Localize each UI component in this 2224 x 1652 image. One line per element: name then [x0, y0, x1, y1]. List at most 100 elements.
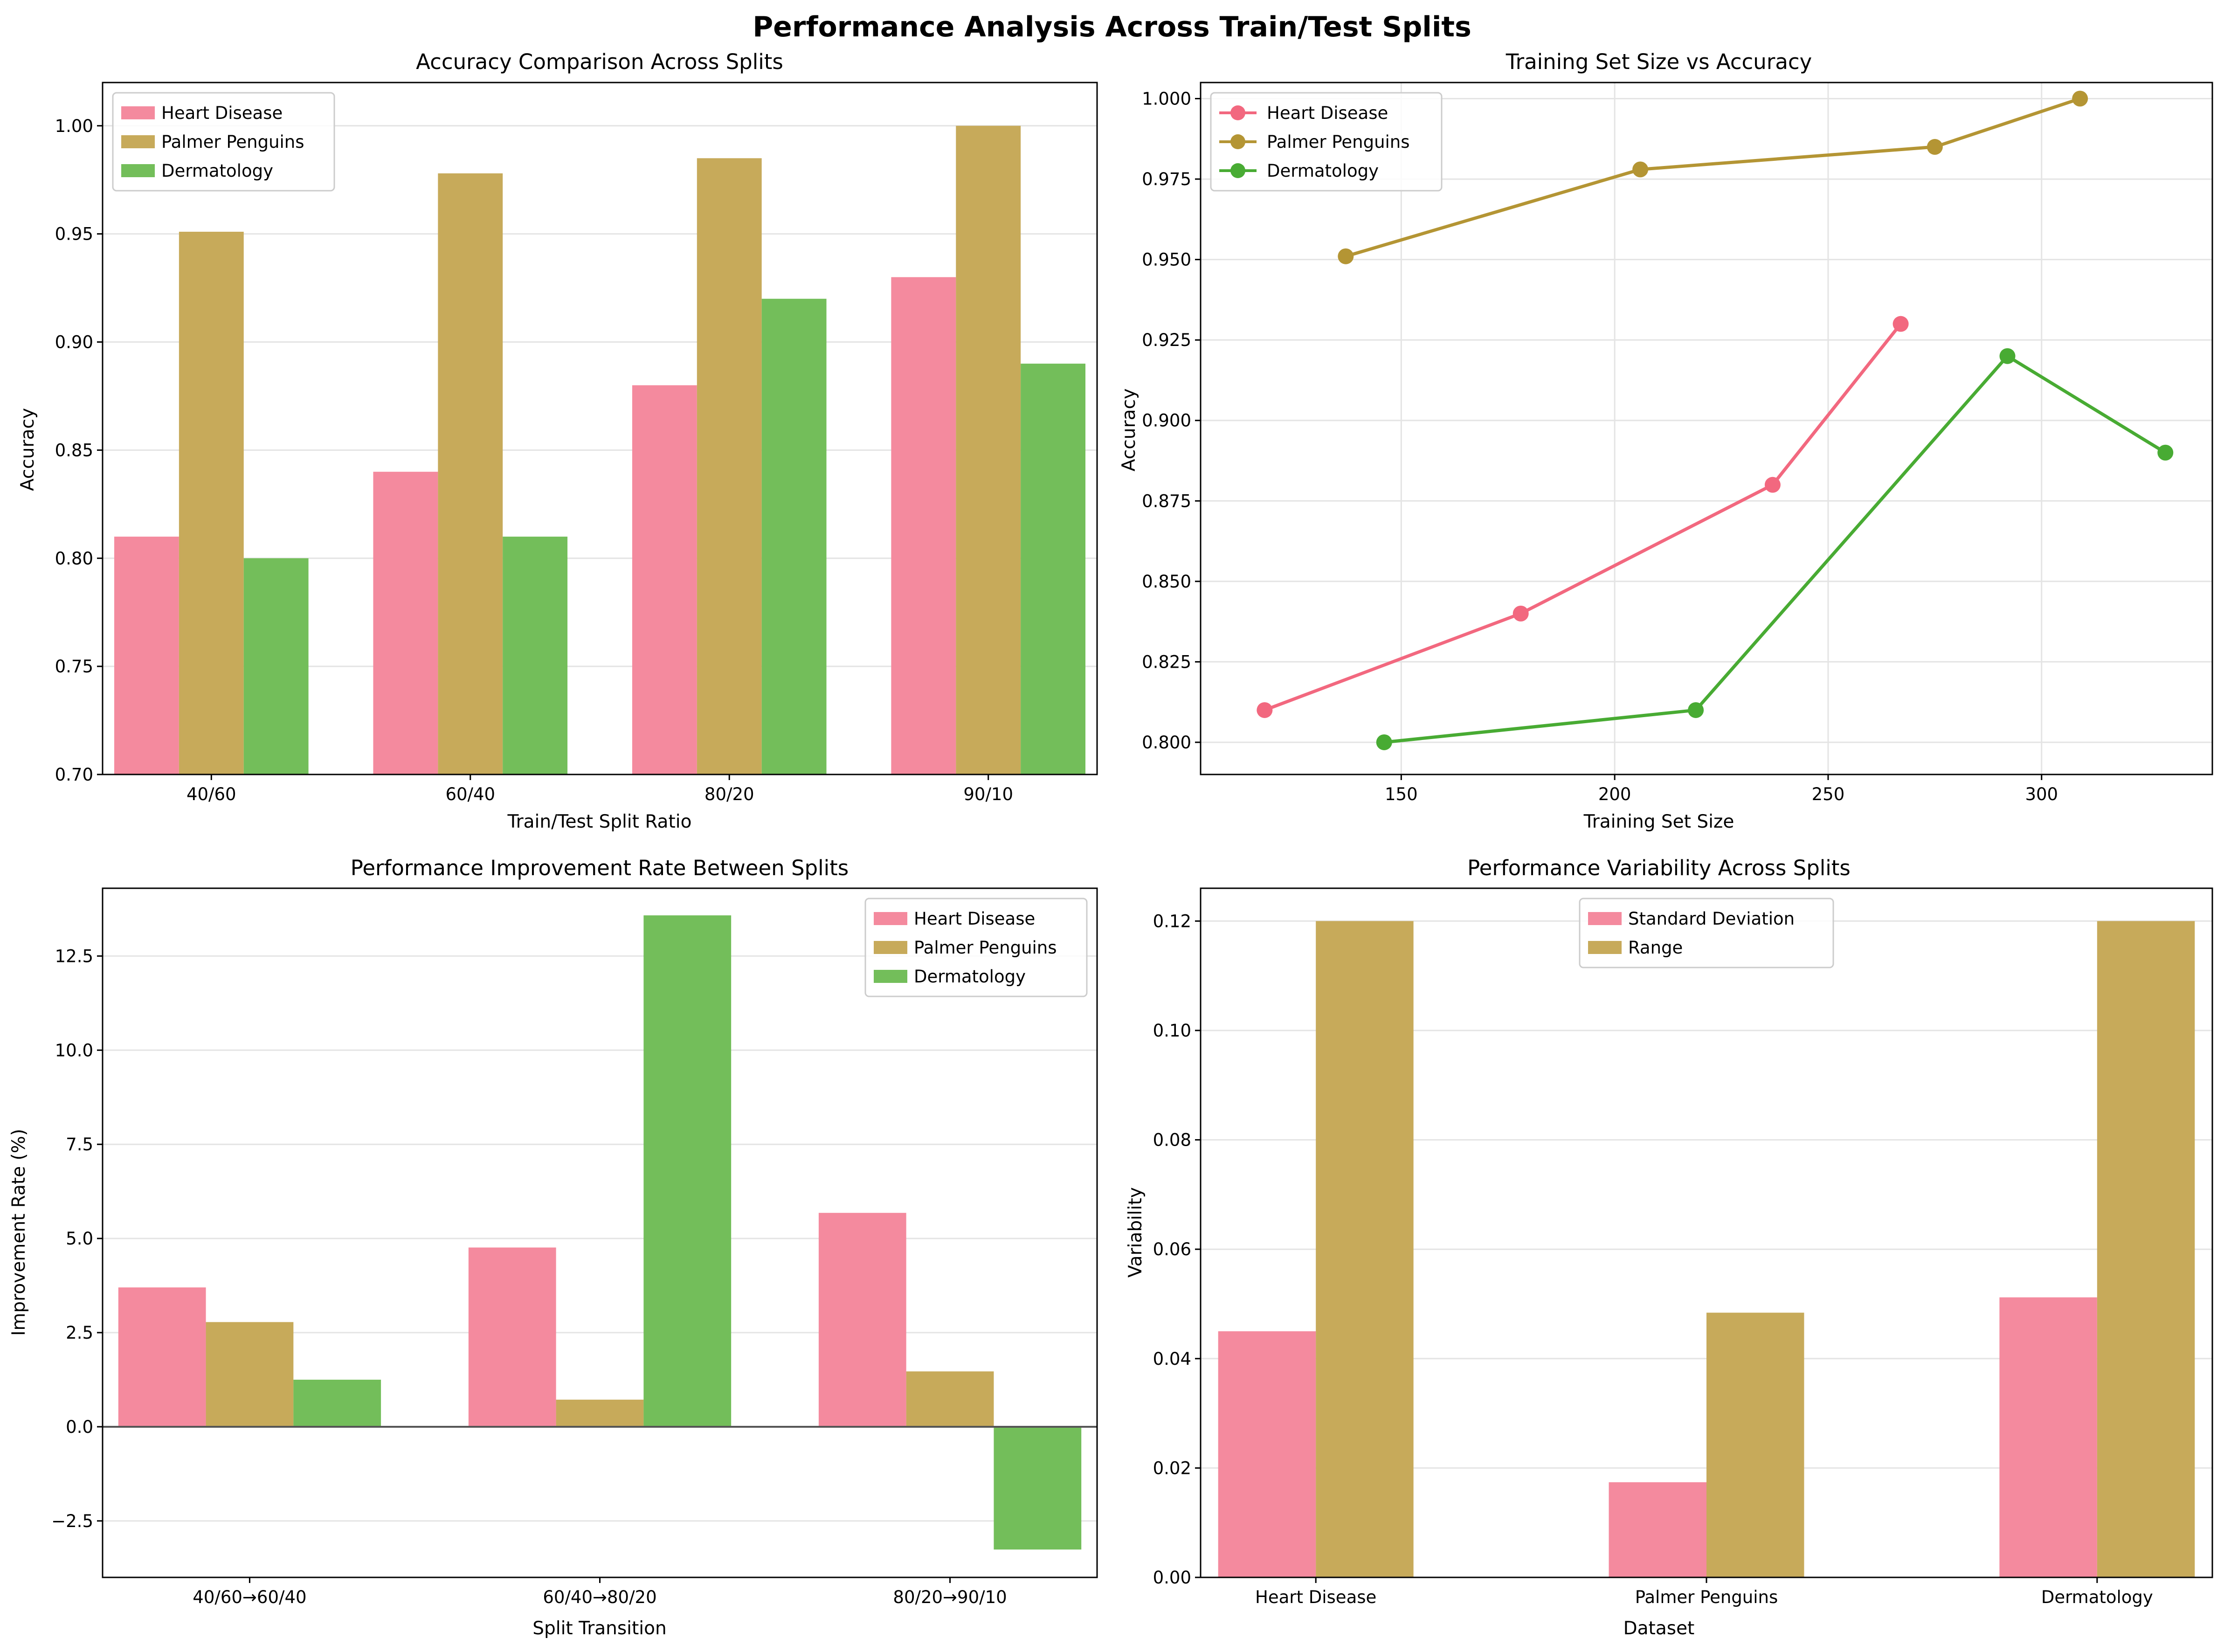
bar — [503, 536, 568, 774]
data-point — [1338, 248, 1354, 264]
y-axis-label: Accuracy — [1119, 388, 1140, 471]
legend-swatch — [874, 970, 907, 983]
legend-box — [1579, 898, 1834, 968]
bar — [206, 1322, 294, 1427]
data-point — [1999, 348, 2016, 364]
data-point — [1688, 702, 1704, 718]
bar — [632, 385, 697, 774]
bar — [293, 1379, 381, 1427]
plot-frame — [102, 887, 1098, 1578]
plot-frame — [102, 82, 1098, 775]
y-tick-label: 0.02 — [1153, 1458, 1191, 1478]
bar — [818, 1213, 906, 1427]
bar — [1218, 1331, 1316, 1577]
chart-title: Training Set Size vs Accuracy — [1506, 49, 1812, 74]
bar — [1316, 921, 1414, 1577]
chart-accuracy-comparison: Accuracy Comparison Across Splits Train/… — [17, 49, 1098, 832]
data-point — [1892, 316, 1909, 332]
data-point — [1513, 605, 1529, 622]
bar — [114, 536, 179, 774]
data-point — [1632, 161, 1649, 178]
bar — [373, 471, 438, 774]
legend-swatch — [1588, 912, 1622, 925]
legend-label: Heart Disease — [1267, 103, 1388, 123]
plot-frame — [1200, 887, 2213, 1578]
x-tick-label: 80/20→90/10 — [893, 1587, 1007, 1607]
legend-label: Dermatology — [1267, 161, 1379, 181]
bar — [179, 231, 244, 774]
chart-variability: Performance Variability Across Splits Da… — [1125, 856, 2213, 1639]
chart-title: Performance Improvement Rate Between Spl… — [351, 856, 849, 880]
series-line — [1264, 323, 1902, 712]
plot-frame — [1200, 82, 2213, 775]
x-tick-label: Heart Disease — [1255, 1587, 1376, 1607]
y-tick-label: 0.90 — [55, 332, 93, 353]
bar — [556, 1399, 644, 1427]
data-point — [1257, 702, 1273, 718]
y-tick-label: 0.08 — [1153, 1130, 1191, 1150]
y-tick-label: 1.00 — [55, 116, 93, 136]
y-tick-label: −2.5 — [51, 1511, 93, 1531]
x-tick-label: 90/10 — [963, 784, 1013, 804]
y-tick-label: 0.950 — [1142, 250, 1191, 270]
legend-label: Heart Disease — [161, 103, 283, 123]
bar — [118, 1287, 206, 1427]
legend-swatch — [874, 941, 907, 954]
y-tick-label: 5.0 — [66, 1229, 93, 1249]
figure-title: Performance Analysis Across Train/Test S… — [753, 11, 1471, 43]
data-point — [1376, 734, 1392, 750]
legend-marker — [1230, 163, 1245, 178]
bar — [761, 298, 827, 774]
y-tick-label: 0.800 — [1142, 733, 1191, 753]
bar — [906, 1371, 994, 1427]
series-line — [1384, 354, 2167, 744]
bar — [891, 277, 956, 774]
x-tick-label: 300 — [2025, 784, 2058, 804]
legend-label: Range — [1628, 938, 1683, 958]
x-tick-label: 80/20 — [704, 784, 754, 804]
y-tick-label: 0.900 — [1142, 411, 1191, 431]
bar — [1706, 1313, 1804, 1577]
y-tick-label: 0.825 — [1142, 652, 1191, 672]
series-line — [1345, 97, 2081, 258]
legend-label: Palmer Penguins — [161, 132, 304, 152]
x-tick-label: Dermatology — [2041, 1587, 2153, 1607]
bar — [1999, 1297, 2097, 1577]
bar — [994, 1426, 1082, 1550]
bar — [1021, 363, 1086, 774]
y-tick-label: 0.85 — [55, 440, 93, 460]
x-axis-label: Split Transition — [532, 1618, 666, 1639]
y-axis-label: Improvement Rate (%) — [8, 1129, 29, 1336]
legend-swatch — [121, 135, 155, 148]
data-point — [2157, 444, 2174, 461]
y-tick-label: 0.95 — [55, 224, 93, 244]
y-tick-label: 7.5 — [66, 1134, 93, 1154]
legend-box — [864, 898, 1088, 997]
legend-marker — [1230, 134, 1245, 149]
y-tick-label: 0.10 — [1153, 1021, 1191, 1041]
legend-label: Standard Deviation — [1628, 909, 1795, 929]
y-tick-label: 0.80 — [55, 548, 93, 568]
chart-title: Performance Variability Across Splits — [1467, 856, 1851, 880]
x-tick-label: 60/40→80/20 — [543, 1587, 656, 1607]
x-tick-label: Palmer Penguins — [1635, 1587, 1778, 1607]
chart-title: Accuracy Comparison Across Splits — [416, 49, 783, 74]
y-tick-label: 2.5 — [66, 1323, 93, 1343]
y-tick-label: 0.12 — [1153, 911, 1191, 931]
data-point — [2072, 90, 2088, 107]
legend-label: Dermatology — [161, 161, 273, 181]
y-tick-label: 0.925 — [1142, 330, 1191, 350]
x-tick-label: 40/60 — [186, 784, 236, 804]
legend-box — [112, 92, 335, 192]
legend-swatch — [121, 106, 155, 119]
bar — [697, 158, 762, 774]
x-tick-label: 150 — [1385, 784, 1418, 804]
bar — [1609, 1482, 1706, 1577]
legend-swatch — [121, 164, 155, 177]
legend-swatch — [874, 912, 907, 925]
legend-label: Palmer Penguins — [914, 938, 1057, 958]
bar — [243, 558, 309, 774]
bar — [956, 125, 1021, 774]
x-axis-label: Training Set Size — [1583, 811, 1734, 832]
